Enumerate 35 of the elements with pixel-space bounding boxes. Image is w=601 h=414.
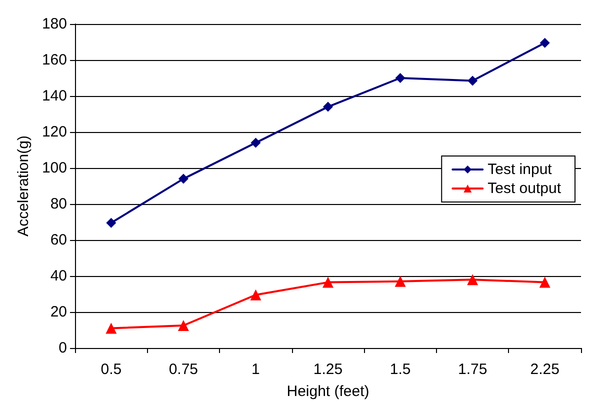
- legend-label: Test input: [488, 161, 553, 178]
- y-tick-label: 100: [42, 160, 67, 176]
- point: [178, 320, 189, 331]
- point: [539, 276, 550, 288]
- y-tick-label: 80: [50, 196, 67, 212]
- x-tick-label: 1: [252, 361, 260, 378]
- point: [250, 289, 262, 300]
- y-tick-label: 160: [42, 52, 67, 68]
- y-tick-label: 60: [50, 232, 67, 248]
- point: [394, 276, 406, 287]
- x-tick-label: 1.5: [390, 361, 411, 378]
- x-tick-label: 2.25: [530, 361, 560, 378]
- point: [322, 276, 334, 288]
- point: [467, 274, 478, 286]
- point: [395, 73, 406, 83]
- point: [250, 138, 261, 148]
- x-tick-label: 0.75: [168, 361, 198, 378]
- x-axis-title: Height (feet): [286, 383, 370, 400]
- point: [106, 218, 116, 228]
- point: [540, 38, 550, 48]
- x-tick-label: 1.25: [313, 361, 343, 378]
- y-tick-label: 20: [50, 304, 67, 320]
- point: [468, 76, 478, 86]
- y-tick-label: 40: [50, 268, 67, 284]
- x-tick-label: 0.5: [100, 361, 122, 378]
- y-tick-label: 180: [42, 16, 67, 32]
- y-tick-label: 0: [58, 340, 67, 356]
- y-axis-title: Acceleration(g): [15, 136, 32, 236]
- point: [178, 174, 188, 184]
- y-tick-label: 120: [42, 124, 67, 140]
- point: [323, 102, 333, 112]
- x-tick-label: 1.75: [458, 361, 488, 378]
- point: [106, 322, 117, 334]
- legend-label: Test output: [488, 180, 562, 197]
- y-tick-label: 140: [42, 88, 67, 104]
